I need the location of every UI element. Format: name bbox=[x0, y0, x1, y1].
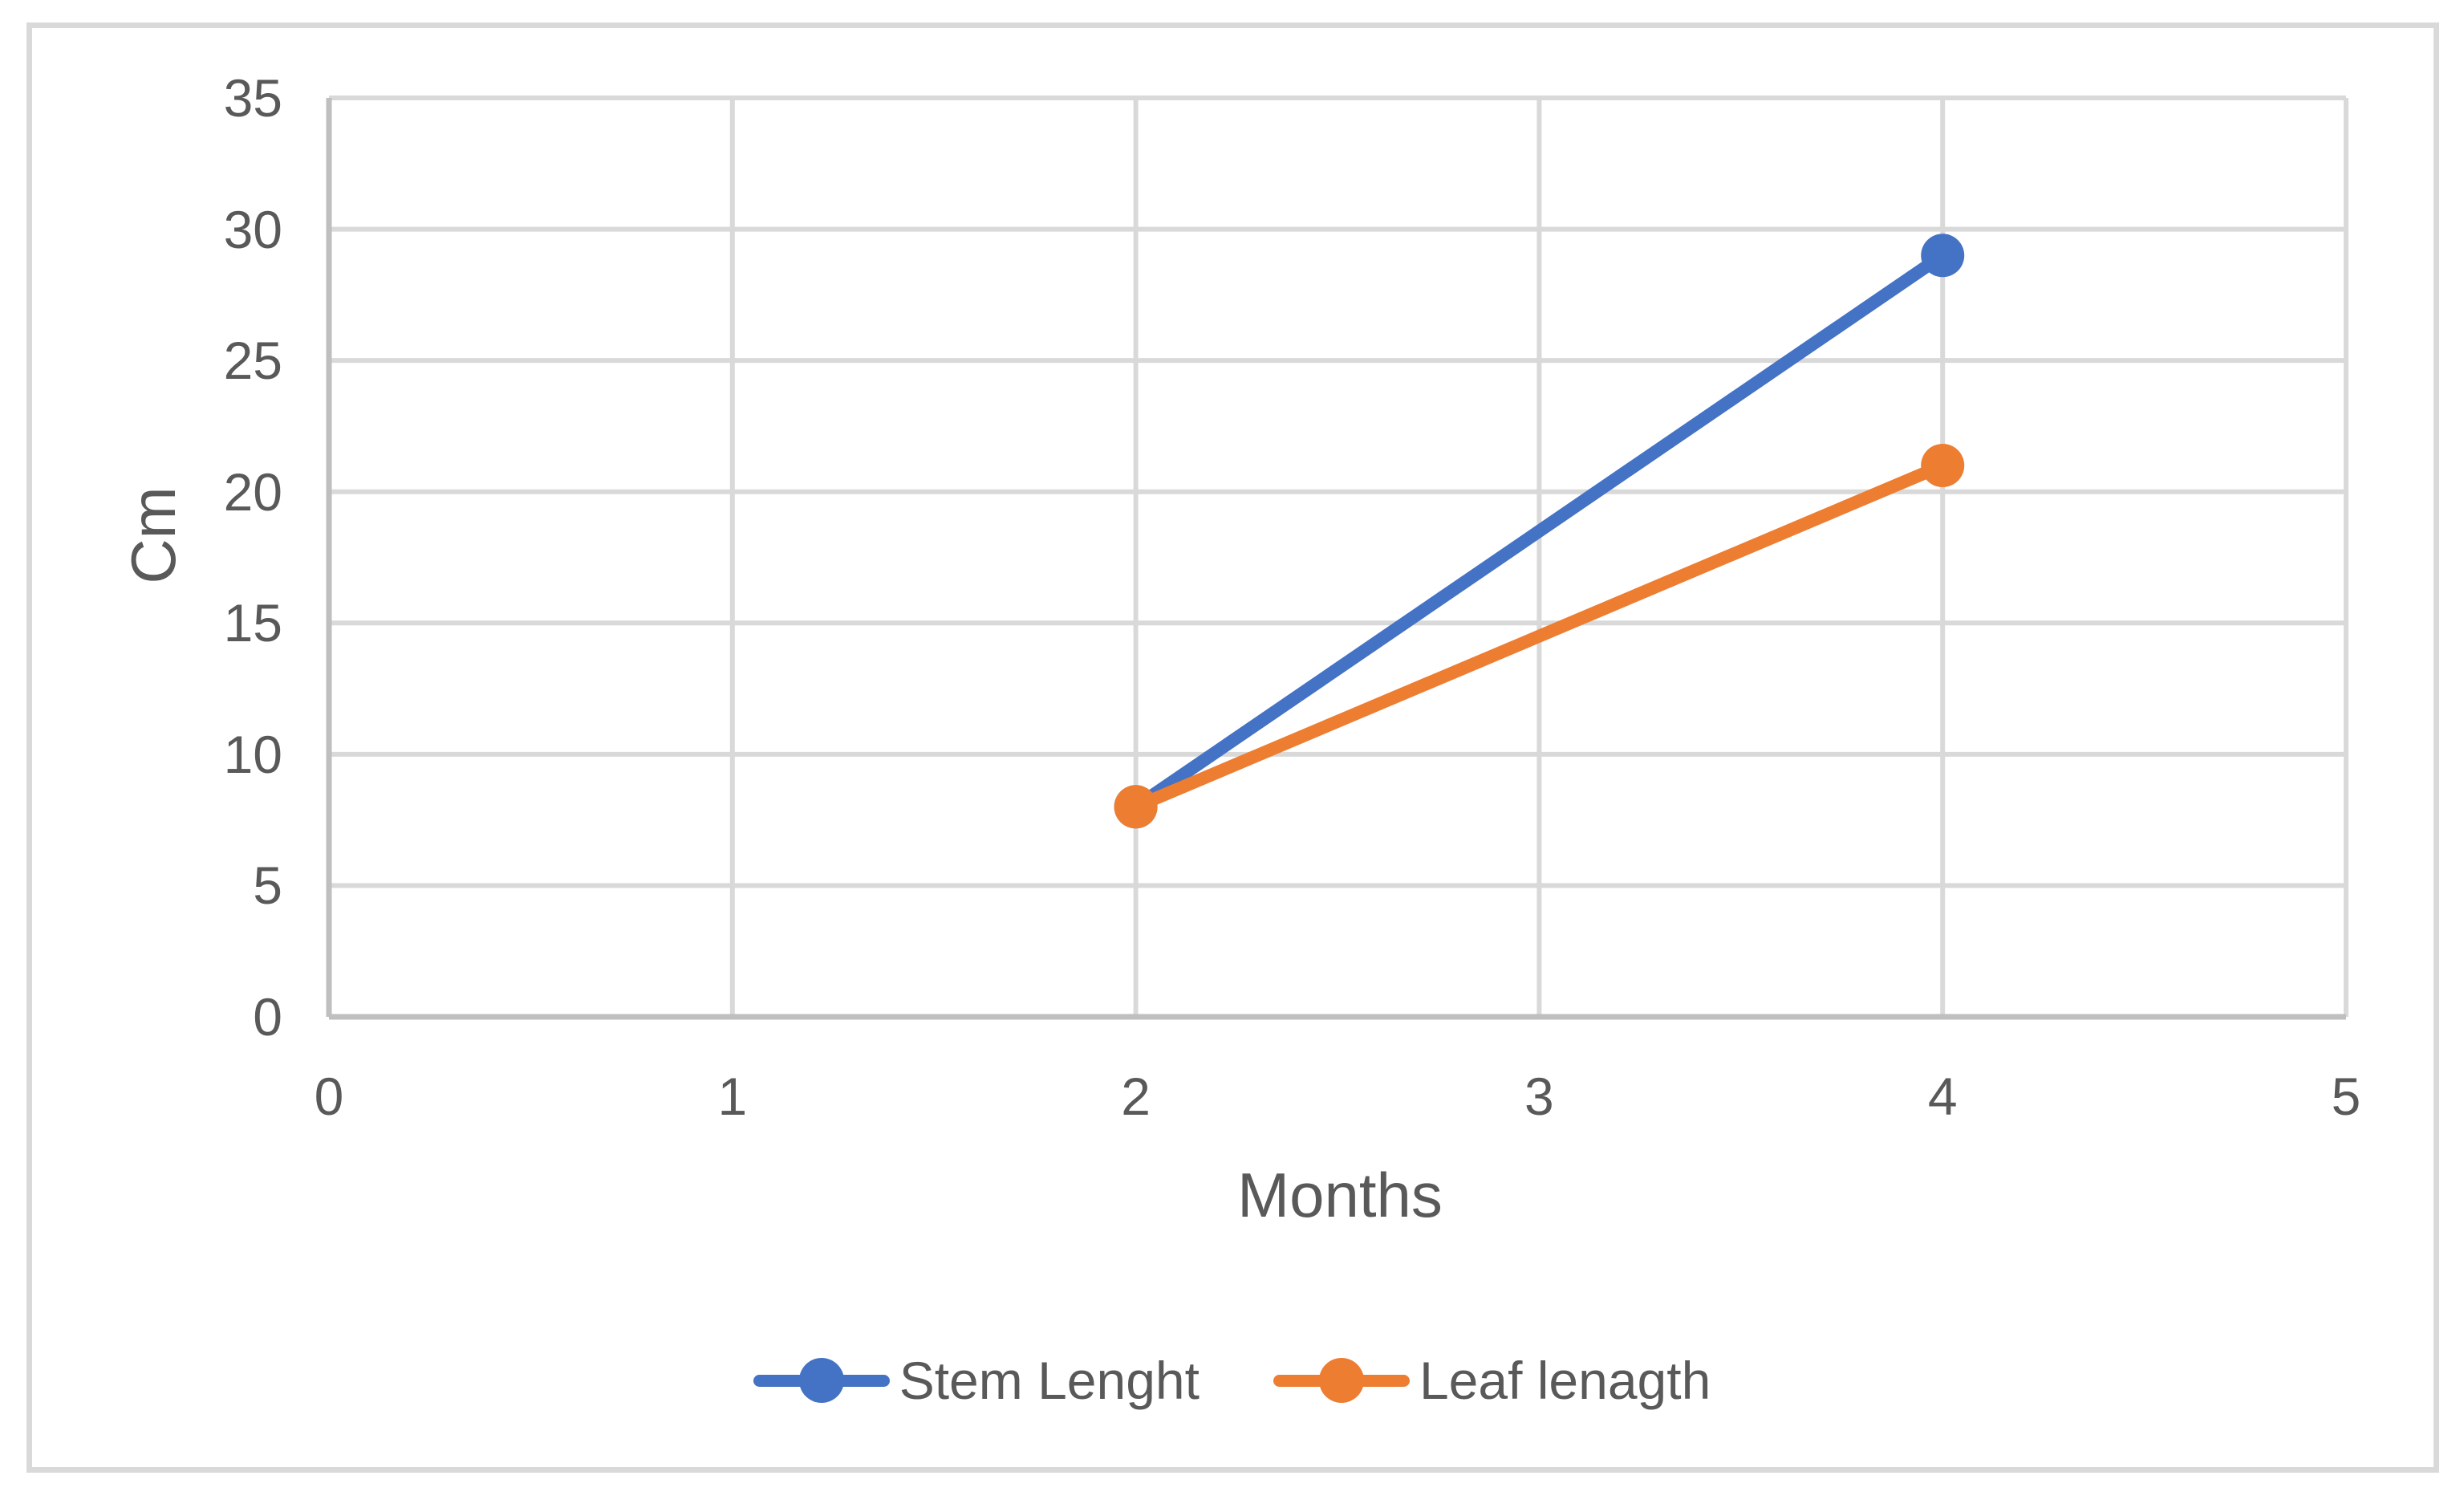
chart-legend: Stem Lenght Leaf lenagth bbox=[0, 1352, 2464, 1409]
legend-label-leaf-length: Leaf lenagth bbox=[1419, 1351, 1711, 1410]
legend-marker-icon bbox=[798, 1358, 844, 1403]
y-axis-title: Cm bbox=[118, 486, 189, 584]
x-axis-title: Months bbox=[1237, 1160, 1443, 1230]
y-tick-label: 10 bbox=[223, 724, 282, 784]
legend-marker-icon bbox=[1318, 1358, 1364, 1403]
y-tick-label: 30 bbox=[223, 199, 282, 259]
legend-swatch-leaf-length bbox=[1273, 1354, 1410, 1407]
y-tick-label: 25 bbox=[223, 331, 282, 391]
legend-swatch-stem-length bbox=[753, 1354, 890, 1407]
y-tick-label: 15 bbox=[223, 593, 282, 653]
y-tick-label: 35 bbox=[223, 68, 282, 128]
x-tick-label: 2 bbox=[1121, 1067, 1151, 1126]
y-tick-label: 20 bbox=[223, 461, 282, 522]
x-tick-label: 1 bbox=[717, 1067, 748, 1126]
x-tick-label: 0 bbox=[314, 1067, 344, 1126]
y-tick-label: 5 bbox=[253, 856, 282, 916]
series-line bbox=[1129, 249, 1950, 814]
x-tick-label: 3 bbox=[1524, 1067, 1554, 1126]
data-point-marker bbox=[1921, 234, 1965, 278]
y-tick-label: 0 bbox=[253, 987, 282, 1047]
x-tick-label: 4 bbox=[1927, 1067, 1958, 1126]
data-point-marker bbox=[1921, 444, 1965, 487]
series-line bbox=[1129, 459, 1950, 814]
x-tick-label: 5 bbox=[2331, 1067, 2361, 1126]
legend-label-stem-length: Stem Lenght bbox=[899, 1351, 1200, 1410]
data-point-marker bbox=[1114, 785, 1158, 829]
legend-item-stem-length: Stem Lenght bbox=[753, 1352, 1200, 1409]
legend-item-leaf-length: Leaf lenagth bbox=[1273, 1352, 1711, 1409]
